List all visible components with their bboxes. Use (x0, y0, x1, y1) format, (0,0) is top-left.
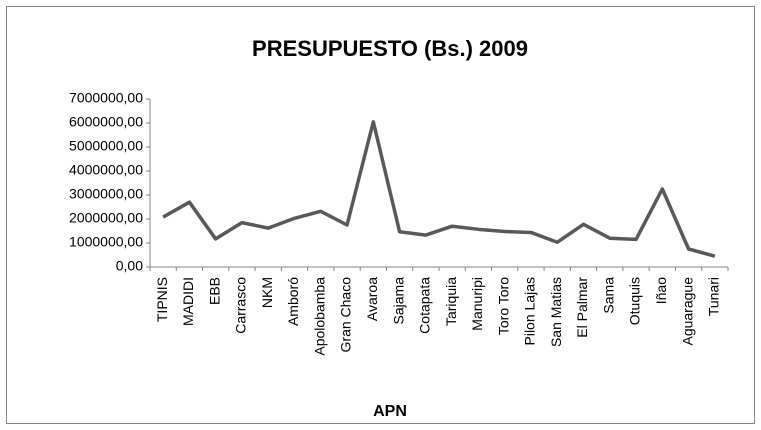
chart-border (6, 6, 755, 424)
y-tick-label: 6000000,00 (69, 114, 143, 130)
x-tick-label: Toro Toro (495, 277, 511, 335)
y-tick-label: 7000000,00 (69, 90, 143, 106)
chart-title: PRESUPUESTO (Bs.) 2009 (252, 36, 528, 61)
x-tick-label: Sama (600, 277, 616, 314)
x-axis-label: APN (373, 403, 407, 420)
x-tick-label: San Matias (548, 277, 564, 347)
x-tick-label: Aguarague (679, 277, 695, 346)
x-tick-label: Manuripi (469, 277, 485, 331)
x-tick-label: Apolobamba (311, 277, 327, 356)
x-tick-label: Pilon Lajas (522, 277, 538, 346)
y-tick-label: 0,00 (116, 258, 143, 274)
x-tick-label: Carrasco (233, 277, 249, 334)
x-tick-label: Avaroa (364, 277, 380, 321)
x-tick-label: Tunari (706, 277, 722, 316)
line (162, 120, 716, 258)
x-tick-label: Iñao (653, 277, 669, 304)
y-tick-label: 3000000,00 (69, 186, 143, 202)
x-tick-label: Tariquia (443, 277, 459, 326)
x-tick-label: Cotapata (417, 277, 433, 334)
y-tick-label: 5000000,00 (69, 138, 143, 154)
x-tick-label: EBB (206, 277, 222, 305)
y-tick-label: 4000000,00 (69, 162, 143, 178)
x-tick-label: Sajama (390, 277, 406, 325)
x-tick-label: El Palmar (574, 277, 590, 338)
y-tick-label: 2000000,00 (69, 210, 143, 226)
x-tick-label: NKM (259, 277, 275, 308)
x-tick-label: Amboró (285, 277, 301, 326)
x-tick-label: MADIDI (180, 277, 196, 326)
y-tick-label: 1000000,00 (69, 234, 143, 250)
x-tick-label: TIPNIS (154, 277, 170, 322)
x-tick-label: Otuquis (627, 277, 643, 325)
x-tick-label: Gran Chaco (338, 277, 354, 353)
